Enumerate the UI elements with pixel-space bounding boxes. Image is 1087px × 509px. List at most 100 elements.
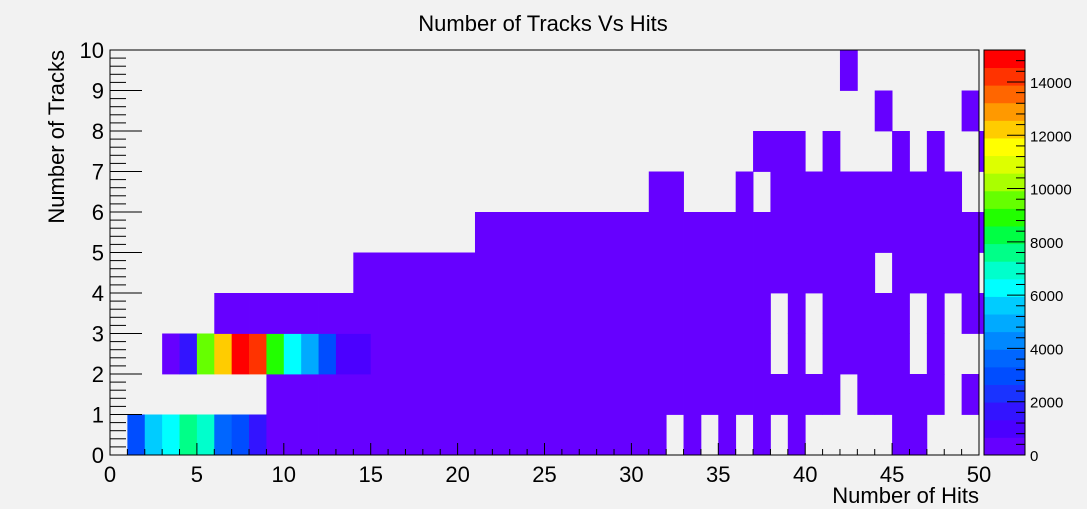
y-tick-label: 6: [92, 200, 104, 225]
x-tick-label: 5: [191, 462, 203, 487]
palette-tick-label: 0: [1030, 448, 1038, 465]
heatmap-cell: [839, 293, 858, 334]
y-tick-label: 4: [92, 281, 104, 306]
heatmap-cell: [370, 414, 389, 456]
heatmap-cell: [335, 333, 354, 375]
palette-swatch: [984, 366, 1025, 385]
x-tick-label: 0: [104, 462, 116, 487]
heatmap-cell: [614, 252, 632, 294]
heatmap-cell: [961, 374, 980, 415]
heatmap-cell: [335, 293, 354, 334]
heatmap-cell: [857, 374, 876, 415]
heatmap-cell: [596, 374, 615, 415]
heatmap-cell: [596, 333, 615, 375]
heatmap-cell: [718, 374, 737, 415]
heatmap-cell: [735, 293, 754, 334]
heatmap-cell: [926, 131, 945, 172]
heatmap-cell: [926, 374, 945, 415]
heatmap-cell: [805, 171, 823, 213]
heatmap-cell: [839, 50, 858, 91]
heatmap-cell: [492, 212, 511, 253]
x-tick-label: 35: [706, 462, 730, 487]
heatmap-cell: [892, 252, 910, 294]
heatmap-cell: [631, 333, 650, 375]
heatmap-cell: [909, 374, 928, 415]
heatmap-cell: [909, 171, 928, 213]
heatmap-cell: [944, 171, 963, 213]
heatmap-cell: [457, 333, 476, 375]
heatmap-cell: [422, 293, 441, 334]
y-tick-label: 3: [92, 322, 104, 347]
heatmap-cell: [839, 212, 858, 253]
heatmap-cell: [857, 171, 876, 213]
heatmap-cell: [301, 414, 319, 456]
heatmap-cell: [631, 293, 650, 334]
heatmap-cell: [631, 374, 650, 415]
heatmap-cell: [648, 414, 667, 456]
heatmap-cell: [405, 293, 424, 334]
palette-swatch: [984, 138, 1025, 157]
heatmap-cell: [370, 374, 389, 415]
heatmap-cell: [492, 252, 511, 294]
x-tick-label: 10: [272, 462, 296, 487]
heatmap-cell: [492, 333, 511, 375]
heatmap-cell: [874, 171, 893, 213]
heatmap-cell: [509, 414, 528, 456]
heatmap-cell: [231, 414, 250, 456]
heatmap-cell: [474, 212, 493, 253]
palette-tick-label: 10000: [1030, 182, 1072, 199]
palette-swatch: [984, 419, 1025, 438]
heatmap-cell: [249, 333, 267, 375]
heatmap-cell: [822, 252, 841, 294]
heatmap-cell: [214, 414, 233, 456]
heatmap-cell: [683, 293, 702, 334]
heatmap-cell: [926, 252, 945, 294]
palette-tick-label: 8000: [1030, 235, 1063, 252]
heatmap-cell: [579, 374, 598, 415]
heatmap-cell: [579, 414, 598, 456]
palette-tick-label: 6000: [1030, 288, 1063, 305]
heatmap-cell: [231, 293, 250, 334]
heatmap-cell: [700, 252, 719, 294]
heatmap-cell: [335, 414, 354, 456]
heatmap-cell: [874, 212, 893, 253]
heatmap-cell: [700, 333, 719, 375]
heatmap-cell: [892, 374, 910, 415]
heatmap-cell: [561, 212, 580, 253]
x-tick-label: 30: [619, 462, 643, 487]
heatmap-cell: [753, 252, 771, 294]
palette-swatch: [984, 190, 1025, 209]
heatmap-cell: [527, 293, 545, 334]
heatmap-cell: [283, 374, 302, 415]
heatmap-cell: [179, 333, 198, 375]
heatmap-cell: [735, 333, 754, 375]
heatmap-cell: [857, 212, 876, 253]
heatmap-cell: [283, 414, 302, 456]
heatmap-cell: [839, 252, 858, 294]
heatmap-cell: [266, 293, 285, 334]
heatmap-cell: [422, 333, 441, 375]
heatmap-cell: [787, 293, 806, 334]
heatmap-cell: [474, 374, 493, 415]
heatmap-cell: [787, 414, 806, 456]
heatmap-cell: [683, 212, 702, 253]
heatmap-cell: [249, 414, 267, 456]
heatmap-cell: [700, 293, 719, 334]
heatmap-cell: [822, 333, 841, 375]
heatmap-cell: [926, 212, 945, 253]
y-tick-label: 5: [92, 241, 104, 266]
x-axis-title: Number of Hits: [832, 483, 979, 508]
heatmap-cell: [283, 333, 302, 375]
heatmap-cell: [909, 414, 928, 456]
heatmap-cell: [648, 333, 667, 375]
heatmap-cell: [718, 252, 737, 294]
heatmap-cell: [718, 212, 737, 253]
color-palette: 0 2000 4000 6000 8000 10000 12000 14000: [983, 49, 1072, 465]
heatmap-cell: [579, 212, 598, 253]
palette-swatch: [984, 102, 1025, 121]
heatmap-cell: [961, 90, 980, 132]
heatmap-cell: [492, 293, 511, 334]
heatmap-cell: [162, 414, 180, 456]
heatmap-cell: [892, 131, 910, 172]
heatmap-cell: [666, 212, 684, 253]
